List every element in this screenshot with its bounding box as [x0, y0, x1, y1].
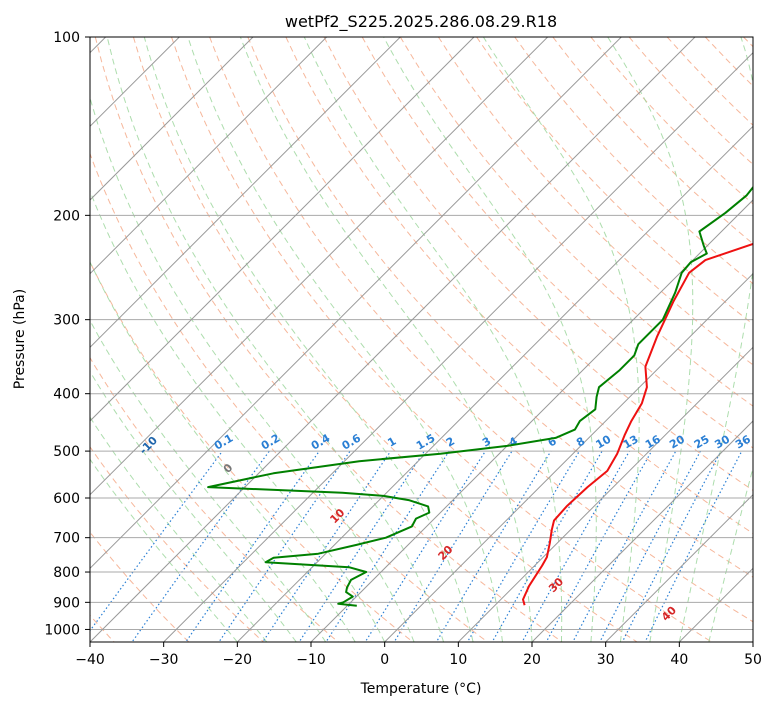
y-tick-label: 1000 — [44, 622, 80, 638]
plot-frame — [89, 36, 754, 643]
moist-adiabat-line — [383, 37, 597, 642]
dewpoint-profile-line — [207, 185, 753, 607]
x-tick-label: 30 — [597, 652, 615, 668]
isotherms — [90, 37, 753, 642]
moist-adiabat-line — [90, 319, 327, 642]
moist-adiabat-line — [90, 189, 386, 642]
isotherm-line — [457, 346, 753, 642]
x-tick-label: −10 — [296, 652, 326, 668]
dry-adiabat-line — [90, 152, 489, 642]
moist-adiabat-line — [239, 37, 533, 642]
isotherm-line — [90, 37, 181, 128]
isotherm-line — [90, 37, 402, 349]
isotherm-line — [236, 125, 753, 642]
y-tick-label: 800 — [53, 565, 80, 581]
isotherm-line — [90, 37, 254, 201]
moist-adiabat-line — [90, 416, 268, 642]
isobars — [90, 37, 753, 630]
dry-adiabat-line — [90, 531, 190, 642]
dry-adiabat-line — [171, 37, 713, 642]
chart-title: wetPf2_S225.2025.286.08.29.R18 — [285, 12, 557, 32]
moist-adiabat-line — [607, 37, 694, 642]
y-axis-title: Pressure (hPa) — [12, 289, 28, 389]
x-tick-label: 50 — [744, 652, 762, 668]
dry-adiabat-line — [323, 37, 753, 491]
x-tick-label: 40 — [670, 652, 688, 668]
y-tick-label: 600 — [53, 491, 80, 507]
y-tick-label: 200 — [53, 208, 80, 224]
dry-adiabat-line — [476, 37, 753, 325]
isotherm-line — [531, 420, 753, 642]
moist-adiabat-line — [708, 466, 753, 642]
isotherm-line — [90, 37, 696, 642]
moist-adiabat-line — [90, 260, 356, 642]
plot-area: 0.10.20.40.611.52346810131620253036-100-… — [90, 37, 753, 642]
isotherm-line — [90, 37, 623, 570]
x-axis-title: Temperature (°C) — [360, 681, 482, 697]
moist-adiabat-line — [143, 37, 474, 642]
moist-adiabat-line — [90, 370, 297, 642]
moist-adiabat-line — [482, 37, 640, 642]
profile-series — [207, 185, 753, 607]
moist-adiabat-line — [303, 37, 563, 642]
y-tick-label: 100 — [53, 30, 80, 46]
x-tick-label: −20 — [223, 652, 253, 668]
y-tick-label: 300 — [53, 313, 80, 329]
x-tick-label: 0 — [380, 652, 389, 668]
moist-adiabat-line — [90, 458, 238, 642]
x-tick-label: −40 — [75, 652, 105, 668]
x-axis: −40 −30 −20 −10 0 10 20 30 40 50 — [75, 642, 762, 668]
x-tick-label: −30 — [149, 652, 179, 668]
isotherm-line — [90, 37, 328, 275]
isotherm-line — [383, 272, 753, 642]
y-axis: 100 200 300 400 500 600 700 800 900 1000 — [44, 30, 90, 638]
dry-adiabat-line — [361, 37, 753, 449]
y-tick-label: 700 — [53, 531, 80, 547]
isotherm-line — [162, 51, 753, 642]
x-tick-label: 20 — [523, 652, 541, 668]
isotherm-line — [90, 37, 549, 496]
isotherm-line — [90, 37, 475, 422]
isotherm-line — [310, 199, 753, 642]
temperature-profile-line — [522, 242, 753, 606]
y-tick-label: 900 — [53, 595, 80, 611]
y-tick-label: 400 — [53, 387, 80, 403]
moist-adiabat-line — [678, 37, 753, 642]
isotherm-line — [604, 493, 753, 642]
y-tick-label: 500 — [53, 444, 80, 460]
x-tick-label: 10 — [449, 652, 467, 668]
moist-adiabat-line — [106, 37, 445, 642]
moist-adiabat-line — [187, 37, 503, 642]
